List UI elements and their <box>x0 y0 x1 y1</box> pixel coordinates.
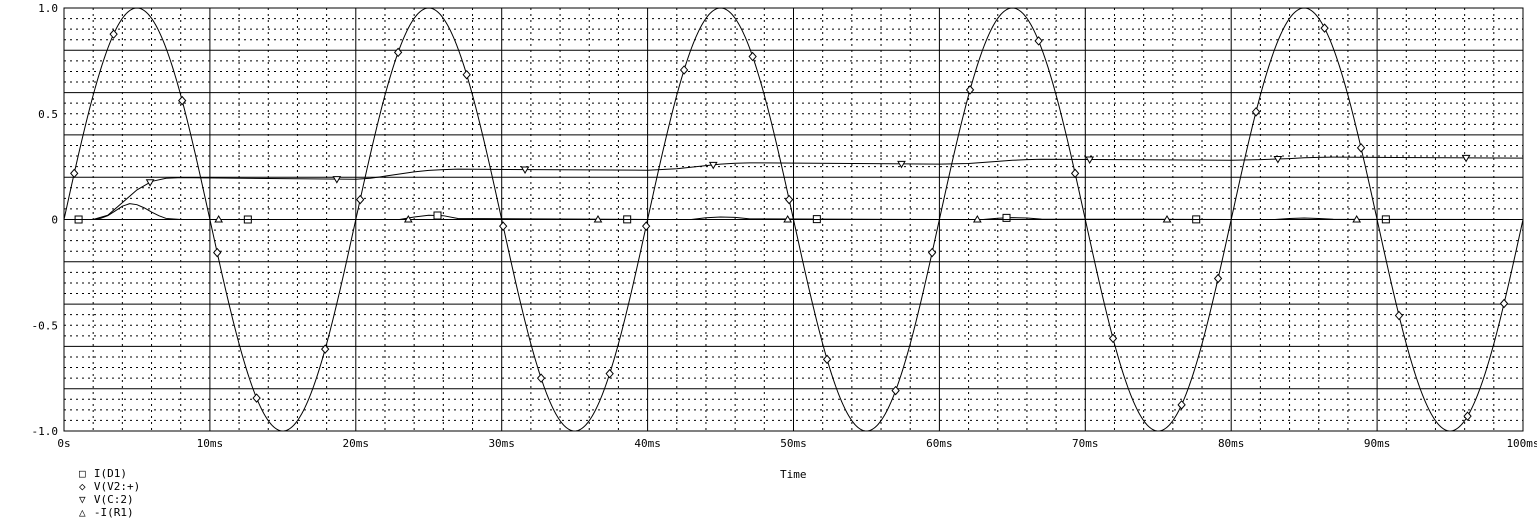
data-point-marker <box>357 196 364 204</box>
legend-label-v-v2: V(V2:+) <box>94 480 140 493</box>
data-point-marker <box>1464 412 1471 420</box>
data-point-marker <box>214 249 221 257</box>
legend-item-v-c2: ▽ V(C:2) <box>77 493 133 506</box>
x-tick-label: 20ms <box>343 437 370 450</box>
legend-item-v-v2: ◇ V(V2:+) <box>77 480 140 493</box>
data-point-marker <box>1178 401 1185 409</box>
x-tick-label: 90ms <box>1364 437 1391 450</box>
data-point-marker <box>463 71 470 79</box>
x-tick-label: 60ms <box>926 437 953 450</box>
data-point-marker <box>1358 144 1365 152</box>
y-tick-label: -1.0 <box>32 425 59 438</box>
plot-area: 0s 10ms 20ms 30ms 40ms 50ms 60ms 70ms 80ms 90ms 10… <box>0 0 1537 507</box>
data-point-marker <box>1072 169 1079 177</box>
data-point-marker <box>500 222 507 230</box>
legend-item-i-r1: △ -I(R1) <box>77 506 133 519</box>
data-point-marker <box>253 394 260 402</box>
y-tick-label: -0.5 <box>32 319 59 332</box>
y-tick-label: 1.0 <box>38 2 58 15</box>
down-triangle-marker-icon: ▽ <box>77 493 87 506</box>
x-tick-label: 40ms <box>634 437 661 450</box>
data-point-marker <box>71 169 78 177</box>
x-tick-label: 30ms <box>488 437 515 450</box>
data-point-marker <box>1253 108 1260 116</box>
data-point-marker <box>538 374 545 382</box>
data-point-marker <box>434 212 441 219</box>
up-triangle-marker-icon: △ <box>77 506 87 519</box>
x-tick-label: 50ms <box>780 437 807 450</box>
data-point-marker <box>1395 312 1402 320</box>
data-point-marker <box>395 48 402 56</box>
y-tick-label: 0.5 <box>38 108 58 121</box>
data-point-marker <box>929 249 936 257</box>
diamond-marker-icon: ◇ <box>77 480 87 493</box>
square-marker-icon: □ <box>77 467 87 480</box>
legend-label-i-r1: -I(R1) <box>94 506 134 519</box>
x-tick-label: 10ms <box>197 437 224 450</box>
data-point-marker <box>681 66 688 74</box>
data-point-marker <box>1003 214 1010 221</box>
legend: □ I(D1) ◇ V(V2:+) ▽ V(C:2) △ -I(R1) <box>64 454 148 519</box>
x-tick-label: 70ms <box>1072 437 1099 450</box>
y-tick-label: 0 <box>51 214 58 227</box>
legend-label-v-c2: V(C:2) <box>94 493 134 506</box>
legend-label-i-d1: I(D1) <box>94 467 127 480</box>
tick-labels: 0s 10ms 20ms 30ms 40ms 50ms 60ms 70ms 80ms 90ms 10… <box>32 2 1537 450</box>
data-point-marker <box>749 53 756 61</box>
data-point-marker <box>892 387 899 395</box>
data-point-marker <box>1215 275 1222 283</box>
x-tick-label: 100ms <box>1506 437 1537 450</box>
data-point-marker <box>606 370 613 378</box>
legend-item-i-d1: □ I(D1) <box>77 467 127 480</box>
data-point-marker <box>824 355 831 363</box>
data-point-marker <box>1501 299 1508 307</box>
data-point-marker <box>110 30 117 38</box>
data-point-marker <box>1035 37 1042 45</box>
x-tick-label: 0s <box>57 437 70 450</box>
data-point-marker <box>1321 24 1328 32</box>
x-axis-label: Time <box>780 468 807 481</box>
data-point-marker <box>786 196 793 204</box>
data-point-marker <box>147 180 154 186</box>
x-tick-label: 80ms <box>1218 437 1245 450</box>
data-point-marker <box>643 222 650 230</box>
